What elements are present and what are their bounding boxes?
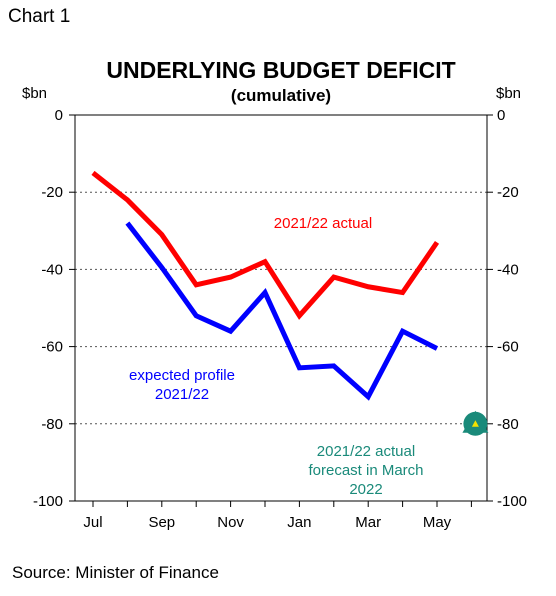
plot-frame bbox=[74, 114, 488, 502]
x-tick-label-may: May bbox=[423, 514, 452, 531]
y-tick-label-right: -40 bbox=[497, 261, 519, 278]
annotation-expected-line1: expected profile bbox=[129, 367, 235, 384]
left-axis-unit: $bn bbox=[22, 85, 47, 102]
series-line-expected bbox=[125, 221, 439, 401]
x-tick-label-mar: Mar bbox=[355, 514, 381, 531]
y-tick-label-left: -40 bbox=[41, 261, 63, 278]
x-tick-label-nov: Nov bbox=[217, 514, 244, 531]
annotation-forecast-line1: 2021/22 actual bbox=[317, 443, 415, 460]
annotation-actual: 2021/22 actual bbox=[274, 215, 372, 232]
source-note: Source: Minister of Finance bbox=[12, 563, 219, 582]
y-tick-label-left: -20 bbox=[41, 184, 63, 201]
chart-subtitle: (cumulative) bbox=[231, 86, 331, 105]
x-axis-ticks: Jul Sep Nov Jan Mar May bbox=[83, 501, 472, 531]
annotation-forecast-line2: forecast in March bbox=[308, 462, 423, 479]
y-tick-label-right: -20 bbox=[497, 184, 519, 201]
y-axis-ticks: 0 0 -20 -20 -40 -40 -60 -60 -80 -80 -100 -100 bbox=[33, 107, 527, 510]
y-tick-label-left: -80 bbox=[41, 416, 63, 433]
y-tick-label-left: -100 bbox=[33, 493, 63, 510]
y-tick-label-right: -80 bbox=[497, 416, 519, 433]
annotation-expected-line2: 2021/22 bbox=[155, 386, 209, 403]
annotation-forecast-line3: 2022 bbox=[349, 481, 382, 498]
chart-label: Chart 1 bbox=[8, 6, 71, 27]
forecast-marker bbox=[462, 410, 489, 436]
series-line-actual bbox=[91, 170, 440, 320]
y-tick-label-right: -60 bbox=[497, 339, 519, 356]
gridlines bbox=[75, 191, 487, 425]
series-lines bbox=[91, 170, 440, 401]
right-axis-unit: $bn bbox=[496, 85, 521, 102]
y-tick-label-right: 0 bbox=[497, 107, 505, 124]
y-tick-label-right: -100 bbox=[497, 493, 527, 510]
y-tick-label-left: 0 bbox=[55, 107, 63, 124]
x-tick-label-jan: Jan bbox=[287, 514, 311, 531]
x-tick-label-sep: Sep bbox=[148, 514, 175, 531]
x-tick-label-jul: Jul bbox=[83, 514, 102, 531]
chart-title: UNDERLYING BUDGET DEFICIT bbox=[106, 57, 455, 83]
forecast-marker-inner bbox=[471, 420, 479, 427]
y-tick-label-left: -60 bbox=[41, 339, 63, 356]
